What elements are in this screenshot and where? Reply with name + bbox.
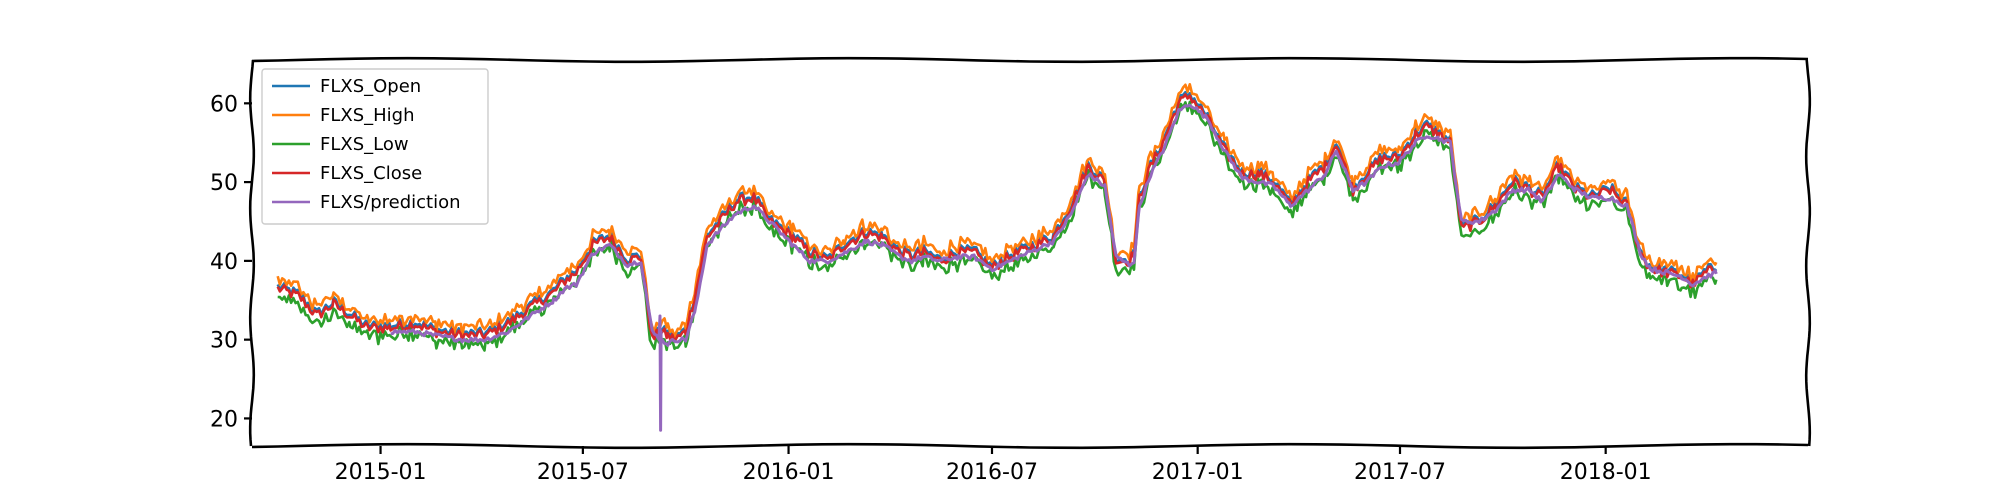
series-line-flxs-high — [276, 83, 1718, 338]
x-tick-label: 2017-01 — [1152, 460, 1244, 485]
x-tick-label: 2016-07 — [946, 460, 1038, 485]
legend-box — [261, 68, 489, 225]
axes: 20 30 40 50 60 2015-01 2015-07 2016-01 2016-07 20… — [210, 56, 1812, 485]
x-tick-label: 2017-07 — [1354, 460, 1446, 485]
axis-frame-top — [251, 56, 1809, 64]
legend-label: FLXS/prediction — [320, 192, 461, 213]
legend-label: FLXS_Open — [320, 76, 421, 97]
legend-label: FLXS_Close — [320, 163, 422, 184]
plot-area — [276, 83, 1718, 432]
x-tick-label: 2015-07 — [537, 460, 629, 485]
y-tick-label: 40 — [210, 250, 238, 275]
series-line-flxs-prediction — [390, 103, 1718, 432]
y-tick-label: 60 — [210, 92, 238, 117]
y-tick-label: 50 — [210, 171, 238, 196]
legend-label: FLXS_Low — [320, 134, 409, 155]
y-tick-label: 30 — [210, 329, 238, 354]
x-tick-label: 2015-01 — [335, 460, 427, 485]
axis-frame-right — [1804, 59, 1812, 447]
legend-label: FLXS_High — [320, 105, 415, 126]
y-tick-label: 20 — [210, 407, 238, 432]
axis-frame-left — [248, 59, 256, 447]
x-tick-label: 2016-01 — [743, 460, 835, 485]
x-tick-label: 2018-01 — [1560, 460, 1652, 485]
axis-frame-bottom — [251, 442, 1809, 450]
legend: FLXS_Open FLXS_High FLXS_Low FLXS_Close FLXS… — [261, 68, 489, 225]
